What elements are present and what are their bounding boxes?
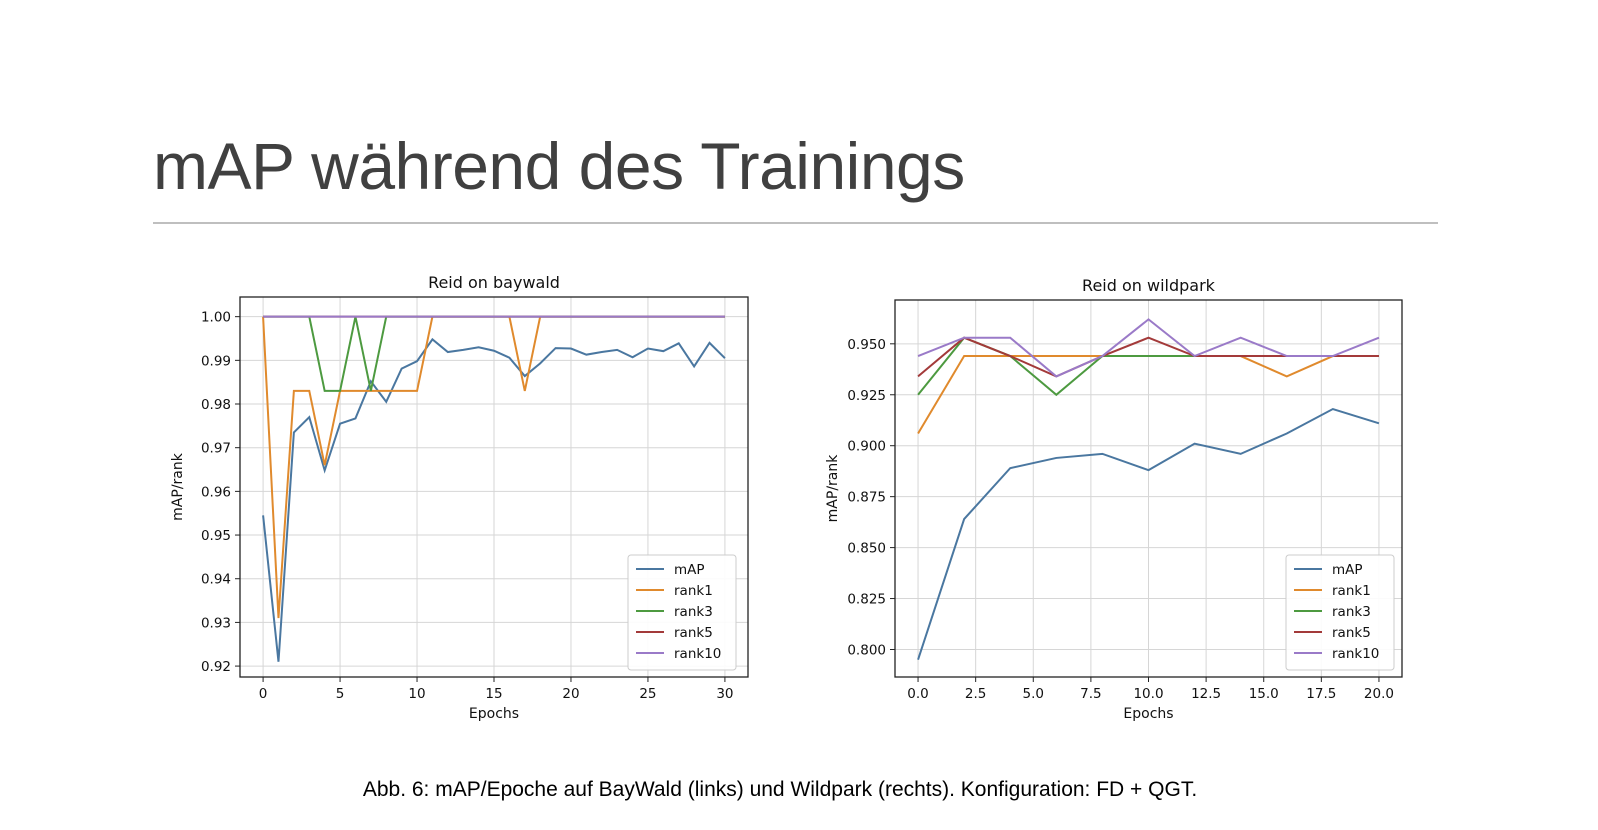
- legend: mAP rank1 rank3 rank5 rank10: [1285, 554, 1395, 671]
- y-tick-label: 0.925: [847, 388, 886, 404]
- y-tick-label: 0.875: [847, 490, 886, 506]
- x-tick-label: 0.0: [907, 686, 928, 702]
- y-tick-label: 0.825: [847, 592, 886, 608]
- chart-title: Reid on wildpark: [1082, 276, 1216, 295]
- y-tick-label: 0.97: [201, 441, 231, 457]
- x-tick-label: 5: [336, 686, 345, 702]
- y-tick-label: 0.98: [201, 397, 231, 413]
- title-divider: [153, 222, 1438, 224]
- chart-wildpark: Reid on wildpark 0.0 2.5 5.0 7.5 10.0 12.5 15.0…: [825, 276, 1403, 722]
- x-tick-label: 25: [639, 686, 656, 702]
- y-axis-label: mAP/rank: [170, 452, 186, 521]
- y-tick-label: 1.00: [201, 310, 231, 326]
- y-tick-label: 0.800: [847, 642, 886, 658]
- legend-label-rank10: rank10: [674, 646, 721, 662]
- y-tick-label: 0.950: [847, 337, 886, 353]
- x-tick-label: 7.5: [1080, 686, 1101, 702]
- y-tick-label: 0.95: [201, 528, 231, 544]
- x-tick-label: 2.5: [965, 686, 986, 702]
- legend-label-rank5: rank5: [674, 625, 713, 641]
- x-tick-label: 0: [259, 686, 268, 702]
- legend-label-rank3: rank3: [1332, 604, 1371, 620]
- legend-label-mAP: mAP: [1332, 562, 1363, 578]
- legend-box: [1285, 554, 1395, 671]
- chart-baywald: Reid on baywald 0 5 10 15 20 25 30 0.92 0.93 0.94 0…: [170, 273, 749, 722]
- y-tick-label: 0.93: [201, 615, 231, 631]
- x-axis-label: Epochs: [1123, 706, 1173, 722]
- x-tick-label: 20.0: [1364, 686, 1394, 702]
- legend-box: [627, 554, 737, 671]
- legend: mAP rank1 rank3 rank5 rank10: [627, 554, 737, 671]
- legend-label-rank1: rank1: [1332, 583, 1371, 599]
- plot-frame: [894, 299, 1403, 678]
- x-axis-label: Epochs: [469, 706, 519, 722]
- x-tick-label: 10.0: [1133, 686, 1163, 702]
- figure-caption: Abb. 6: mAP/Epoche auf BayWald (links) u…: [362, 778, 1198, 801]
- x-tick-label: 15: [485, 686, 502, 702]
- y-tick-label: 0.96: [201, 484, 231, 500]
- y-tick-label: 0.94: [201, 572, 231, 588]
- y-tick-label: 0.900: [847, 439, 886, 455]
- x-tick-label: 17.5: [1306, 686, 1336, 702]
- series-line-rank10: [917, 318, 1380, 378]
- slide-title: mAP während des Trainings: [153, 129, 965, 203]
- x-tick-label: 15.0: [1249, 686, 1279, 702]
- y-tick-label: 0.92: [201, 659, 231, 675]
- x-tick-label: 12.5: [1191, 686, 1221, 702]
- x-tick-label: 5.0: [1023, 686, 1044, 702]
- chart-title: Reid on baywald: [428, 273, 560, 292]
- plot-frame: [239, 296, 749, 678]
- y-tick-label: 0.850: [847, 541, 886, 557]
- x-tick-label: 20: [562, 686, 579, 702]
- legend-label-rank10: rank10: [1332, 646, 1379, 662]
- legend-label-mAP: mAP: [674, 562, 705, 578]
- y-tick-label: 0.99: [201, 353, 231, 369]
- legend-label-rank3: rank3: [674, 604, 713, 620]
- legend-label-rank1: rank1: [674, 583, 713, 599]
- series-line-mAP: [917, 407, 1380, 660]
- y-axis-label: mAP/rank: [825, 454, 841, 523]
- x-tick-label: 30: [716, 686, 733, 702]
- series-line-mAP: [262, 337, 726, 662]
- legend-label-rank5: rank5: [1332, 625, 1371, 641]
- x-tick-label: 10: [408, 686, 425, 702]
